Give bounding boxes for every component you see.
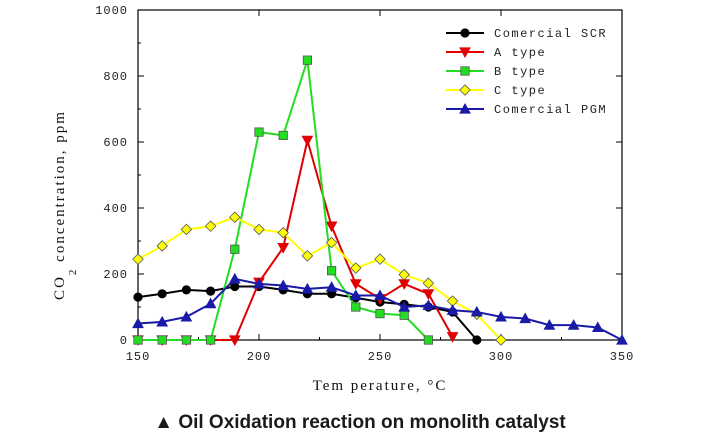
data-point-comercial-pgm: [543, 319, 556, 330]
data-point-b-type: [278, 130, 288, 140]
legend-label-comercial-pgm: Comercial PGM: [494, 103, 607, 117]
y-axis-label-subscript: 2: [67, 268, 79, 276]
data-point-a-type: [277, 242, 290, 254]
data-point-b-type: [399, 310, 409, 320]
x-tick-label: 250: [368, 350, 393, 364]
x-axis-label: Tem perature, °C: [313, 378, 448, 394]
y-tick-label: 1000: [95, 4, 128, 18]
legend-label-c-type: C type: [494, 84, 546, 98]
y-axis-label: CO2 concentration, ppm: [52, 110, 79, 300]
data-point-comercial-pgm: [132, 317, 144, 329]
data-point-c-type: [350, 262, 362, 274]
data-point-c-type: [301, 250, 314, 262]
data-point-comercial-scr: [157, 289, 167, 299]
data-point-comercial-pgm: [446, 304, 459, 315]
data-point-comercial-pgm: [422, 299, 435, 310]
data-point-b-type: [351, 302, 361, 312]
data-point-b-type: [254, 127, 264, 137]
legend-label-comercial-scr: Comercial SCR: [494, 27, 607, 41]
data-point-b-type: [302, 55, 313, 65]
data-point-b-type: [375, 308, 385, 319]
data-point-c-type: [325, 236, 338, 249]
data-point-a-type: [301, 135, 314, 147]
data-point-comercial-pgm: [470, 305, 483, 317]
data-point-c-type: [132, 253, 144, 265]
x-tick-label: 150: [126, 350, 151, 364]
series-line-c-type: [137, 216, 502, 341]
x-tick-label: 350: [610, 350, 635, 364]
data-point-comercial-scr: [472, 335, 482, 345]
data-point-c-type: [398, 268, 410, 281]
y-axis-label-rest: concentration, ppm: [52, 110, 68, 268]
data-point-comercial-pgm: [228, 272, 241, 284]
y-tick-label: 0: [120, 334, 128, 348]
legend-marker-a-type: [459, 47, 471, 59]
data-point-comercial-pgm: [301, 282, 314, 294]
data-point-comercial-pgm: [156, 315, 169, 327]
data-point-comercial-pgm: [180, 310, 193, 322]
svg-text:CO2 concentration, ppm: CO2 concentration, ppm: [52, 110, 79, 300]
legend-marker-c-type: [459, 84, 471, 96]
data-point-c-type: [156, 240, 168, 252]
legend-marker-b-type: [460, 66, 470, 76]
data-point-comercial-pgm: [374, 289, 386, 301]
data-point-comercial-pgm: [325, 281, 338, 292]
legend-label-b-type: B type: [494, 65, 546, 79]
data-point-b-type: [230, 244, 240, 254]
y-tick-label: 800: [103, 70, 128, 84]
legend-marker-comercial-pgm: [459, 102, 471, 114]
data-point-c-type: [180, 223, 193, 236]
x-tick-label: 200: [247, 350, 272, 364]
data-point-b-type: [181, 335, 191, 345]
data-point-c-type: [253, 223, 265, 236]
data-point-comercial-pgm: [519, 312, 532, 324]
data-point-b-type: [133, 335, 143, 345]
data-point-c-type: [374, 253, 386, 265]
data-point-comercial-pgm: [616, 333, 628, 345]
series-a-type: [132, 135, 459, 347]
data-point-c-type: [229, 211, 241, 224]
data-point-a-type: [325, 221, 338, 233]
data-point-comercial-scr: [206, 286, 216, 296]
data-point-comercial-pgm: [253, 277, 265, 289]
figure-caption: ▲ Oil Oxidation reaction on monolith cat…: [154, 412, 566, 433]
data-point-comercial-pgm: [495, 310, 507, 322]
series-comercial-pgm: [132, 272, 628, 345]
x-tick-label: 300: [489, 350, 514, 364]
data-point-b-type: [157, 335, 167, 345]
data-point-comercial-pgm: [349, 289, 362, 301]
data-point-c-type: [495, 334, 507, 346]
data-point-comercial-pgm: [567, 319, 580, 330]
data-point-comercial-pgm: [398, 300, 411, 312]
data-point-a-type: [349, 279, 362, 290]
data-point-a-type: [228, 335, 241, 347]
y-tick-label: 200: [103, 268, 128, 282]
co2-concentration-chart: 150 200 250 300 350 0 200 400 600 800 1000 Comerci…: [52, 4, 635, 394]
legend-marker-comercial-scr: [460, 28, 470, 38]
legend-label-a-type: A type: [494, 46, 546, 60]
data-point-comercial-scr: [181, 285, 191, 295]
data-point-b-type: [205, 335, 216, 345]
data-point-a-type: [446, 332, 459, 343]
data-point-comercial-pgm: [204, 297, 217, 309]
y-tick-label: 600: [103, 136, 128, 150]
y-axis-label-co: CO: [52, 275, 68, 300]
data-point-b-type: [423, 335, 434, 345]
data-point-c-type: [204, 220, 217, 232]
series-b-type: [133, 55, 434, 345]
data-point-comercial-pgm: [277, 279, 290, 291]
y-tick-label: 400: [103, 202, 128, 216]
data-point-comercial-scr: [230, 281, 240, 292]
data-point-a-type: [422, 289, 435, 300]
series-c-type: [132, 211, 507, 346]
data-point-c-type: [277, 226, 289, 239]
data-point-b-type: [326, 266, 337, 276]
data-point-comercial-scr: [133, 292, 143, 302]
data-point-comercial-pgm: [591, 321, 604, 333]
data-point-c-type: [422, 277, 435, 290]
